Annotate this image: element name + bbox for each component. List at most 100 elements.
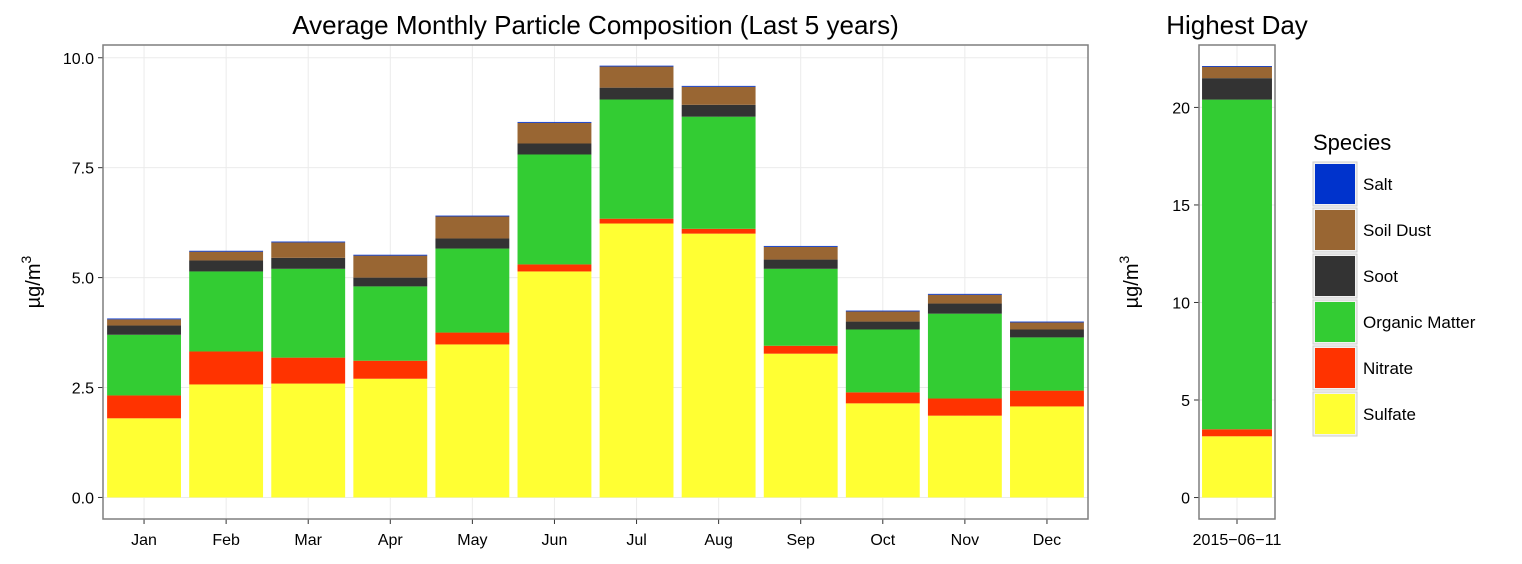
- x-tick-label: Jun: [542, 532, 568, 549]
- y-axis-label-superscript: 3: [18, 255, 34, 263]
- legend-label: Sulfate: [1363, 405, 1416, 424]
- bar-segment: [107, 325, 181, 335]
- legend-key: [1315, 256, 1355, 296]
- x-tick-label: Sep: [786, 532, 815, 549]
- bar-segment: [599, 87, 674, 100]
- legend-label: Organic Matter: [1363, 313, 1476, 332]
- bar-segment: [1010, 321, 1084, 323]
- legend-label: Soil Dust: [1363, 221, 1431, 240]
- chart-title: Average Monthly Particle Composition (La…: [292, 10, 898, 40]
- bar-segment: [845, 311, 920, 322]
- bar-segment: [517, 121, 592, 123]
- y-tick-label: 10: [1172, 295, 1190, 312]
- bar-segment: [845, 403, 920, 498]
- bar-segment: [599, 99, 674, 219]
- legend-key: [1315, 348, 1355, 388]
- legend-title: Species: [1313, 130, 1391, 155]
- bar-segment: [927, 294, 1002, 304]
- panel-border: [1198, 44, 1276, 520]
- legend-key: [1315, 210, 1355, 250]
- chart-title: Highest Day: [1166, 10, 1308, 40]
- bar-segment: [271, 241, 346, 243]
- y-tick-label: 0: [1181, 491, 1190, 508]
- bar-segment: [189, 351, 264, 385]
- bar-segment: [1010, 337, 1084, 391]
- bar-segment: [353, 360, 428, 379]
- bar-segment: [435, 215, 510, 217]
- x-tick-label: 2015−06−11: [1193, 532, 1282, 549]
- bar-segment: [271, 268, 346, 358]
- bar-segment: [1010, 329, 1084, 338]
- bar-segment: [763, 268, 838, 346]
- y-tick-label: 7.5: [72, 161, 94, 178]
- bar-segment: [763, 259, 838, 269]
- y-tick-label: 15: [1172, 198, 1190, 215]
- bar-segment: [107, 418, 181, 498]
- bar-segment: [435, 216, 510, 239]
- x-tick-label: Oct: [870, 532, 895, 549]
- bar-segment: [353, 255, 428, 278]
- legend-label: Nitrate: [1363, 359, 1413, 378]
- bar-segment: [763, 246, 838, 260]
- bar-segment: [1202, 429, 1272, 437]
- bar-segment: [189, 251, 264, 261]
- y-tick-label: 0.0: [72, 490, 94, 507]
- x-tick-label: Dec: [1033, 532, 1061, 549]
- bar-segment: [599, 66, 674, 88]
- y-tick-label: 10.0: [63, 51, 94, 68]
- bar-segment: [1202, 99, 1272, 430]
- bar-segment: [271, 242, 346, 258]
- bar-segment: [599, 218, 674, 224]
- bar-segment: [845, 329, 920, 393]
- bar-segment: [1202, 78, 1272, 100]
- bar-segment: [271, 357, 346, 384]
- bar-segment: [435, 332, 510, 345]
- bar-segment: [1010, 406, 1084, 498]
- panel-border: [102, 44, 1089, 520]
- bar-segment: [517, 271, 592, 498]
- bar-segment: [681, 86, 756, 105]
- bar-segment: [927, 398, 1002, 416]
- x-tick-label: Jan: [131, 532, 157, 549]
- bar-segment: [435, 344, 510, 498]
- bar-segment: [271, 257, 346, 269]
- y-axis-label-text: µg/m: [23, 263, 45, 308]
- bar-segment: [845, 392, 920, 404]
- bar-segment: [681, 85, 756, 87]
- x-tick-label: Aug: [704, 532, 732, 549]
- bar-segment: [681, 228, 756, 234]
- bar-segment: [845, 321, 920, 330]
- y-axis-label-superscript: 3: [1116, 255, 1132, 263]
- bar-segment: [353, 378, 428, 498]
- bar-segment: [517, 122, 592, 144]
- y-axis-label: µg/m3: [1116, 255, 1143, 308]
- legend-key: [1315, 394, 1355, 434]
- plot-panel: [103, 45, 1088, 519]
- bar-segment: [763, 245, 838, 247]
- bar-segment: [517, 154, 592, 265]
- y-tick-label: 5.0: [72, 271, 94, 288]
- x-tick-label: Feb: [212, 532, 240, 549]
- bar-segment: [107, 319, 181, 326]
- x-tick-label: Apr: [378, 532, 404, 549]
- bar-segment: [435, 248, 510, 333]
- x-tick-label: Jul: [626, 532, 646, 549]
- bar-segment: [189, 260, 264, 272]
- bar-segment: [681, 116, 756, 229]
- bar-segment: [927, 313, 1002, 399]
- y-tick-label: 2.5: [72, 381, 94, 398]
- x-tick-label: May: [457, 532, 487, 549]
- bar-segment: [107, 318, 181, 320]
- bar-segment: [681, 233, 756, 498]
- bar-segment: [599, 223, 674, 498]
- bar-segment: [763, 353, 838, 498]
- bar-segment: [845, 310, 920, 312]
- bar-segment: [189, 250, 264, 252]
- bar-segment: [927, 303, 1002, 314]
- bar-segment: [1202, 66, 1272, 79]
- bar-segment: [107, 395, 181, 419]
- y-axis-label: µg/m3: [18, 255, 45, 308]
- bar-segment: [1010, 390, 1084, 407]
- bar-segment: [353, 286, 428, 361]
